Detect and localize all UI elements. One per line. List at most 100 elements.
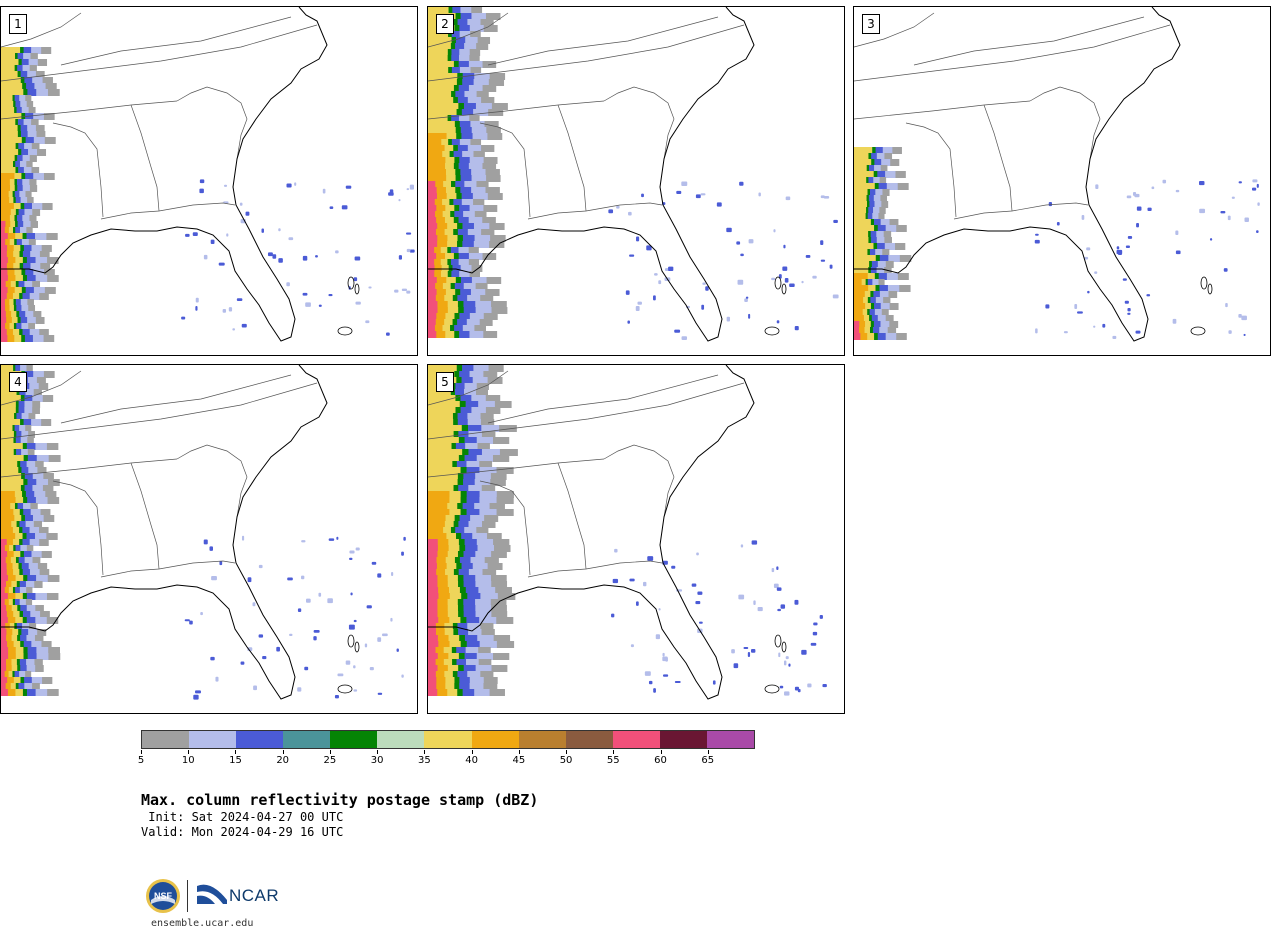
reflectivity-cell	[748, 239, 754, 244]
reflectivity-cell	[832, 294, 839, 299]
state-border	[428, 12, 509, 48]
reflectivity-cell	[428, 365, 457, 372]
reflectivity-cell	[1117, 252, 1123, 255]
reflectivity-cell	[428, 557, 437, 564]
reflectivity-cell	[641, 193, 644, 198]
reflectivity-cell	[1, 683, 11, 690]
reflectivity-cell	[643, 581, 647, 587]
reflectivity-cell	[1125, 245, 1130, 249]
reflectivity-cell	[1199, 208, 1206, 214]
reflectivity-cell	[820, 259, 826, 262]
reflectivity-cell	[428, 277, 437, 284]
island	[764, 684, 780, 694]
init-time: Init: Sat 2024-04-27 00 UTC	[141, 810, 344, 824]
reflectivity-cell	[1, 227, 9, 234]
reflectivity-cell	[1, 599, 5, 606]
reflectivity-cell	[328, 538, 335, 541]
reflectivity-cell	[428, 407, 456, 414]
reflectivity-cell	[199, 188, 204, 194]
reflectivity-cell	[428, 395, 456, 402]
reflectivity-cell	[1, 563, 13, 570]
logo-block: NSF NCAR	[145, 878, 279, 914]
reflectivity-cell	[810, 642, 817, 646]
reflectivity-cell	[1, 479, 24, 486]
reflectivity-cell	[428, 103, 459, 110]
reflectivity-cell	[1, 59, 19, 66]
reflectivity-cell	[1, 329, 7, 336]
reflectivity-cell	[1, 551, 14, 558]
reflectivity-cell	[854, 243, 874, 250]
reflectivity-cell	[428, 223, 438, 230]
state-border	[428, 458, 605, 478]
reflectivity-colorbar	[141, 730, 755, 749]
reflectivity-cell	[1135, 330, 1141, 334]
reflectivity-cell	[428, 175, 447, 182]
reflectivity-cell	[1, 269, 8, 276]
island	[354, 283, 360, 295]
reflectivity-cell	[428, 31, 449, 38]
reflectivity-cell	[428, 641, 450, 648]
reflectivity-cell	[1035, 233, 1039, 236]
map-svg-2	[428, 7, 839, 342]
reflectivity-cell	[391, 572, 394, 576]
member-panel-3: 3	[853, 6, 1271, 356]
reflectivity-cell	[428, 575, 438, 582]
reflectivity-cell	[1, 545, 5, 552]
reflectivity-cell	[701, 304, 705, 310]
reflectivity-cell	[428, 271, 441, 278]
reflectivity-cell	[1, 101, 14, 108]
reflectivity-cell	[348, 624, 355, 630]
reflectivity-cell	[646, 245, 652, 251]
state-border	[428, 100, 605, 120]
reflectivity-cell	[644, 671, 651, 676]
reflectivity-cell	[1048, 202, 1053, 207]
reflectivity-cell	[854, 279, 862, 286]
reflectivity-cell	[1, 311, 6, 318]
reflectivity-cell	[1, 521, 12, 528]
reflectivity-cell	[428, 629, 437, 636]
reflectivity-cell	[1, 119, 16, 126]
reflectivity-cell	[318, 304, 322, 307]
reflectivity-cell	[1, 251, 14, 258]
state-border	[100, 560, 236, 578]
reflectivity-cell	[428, 599, 438, 606]
reflectivity-cell	[674, 329, 681, 333]
reflectivity-cell	[428, 241, 448, 248]
coastline	[428, 365, 755, 700]
reflectivity-cell	[854, 309, 863, 316]
reflectivity-cell	[428, 43, 451, 50]
reflectivity-cell	[668, 266, 674, 271]
reflectivity-cell	[328, 293, 333, 297]
reflectivity-cell	[662, 656, 668, 662]
reflectivity-cell	[676, 190, 682, 194]
reflectivity-cell	[428, 193, 447, 200]
reflectivity-cell	[653, 295, 656, 301]
reflectivity-cell	[785, 656, 789, 660]
colorbar-ticks: 5 10 15 20 25 30 35 40 45 50 55 60 65	[138, 750, 755, 772]
reflectivity-cell	[313, 636, 317, 641]
reflectivity-cell	[394, 289, 399, 293]
reflectivity-cell	[779, 685, 784, 689]
reflectivity-cell	[854, 327, 865, 334]
reflectivity-cell	[401, 551, 404, 556]
reflectivity-cell	[428, 539, 449, 546]
state-border	[130, 462, 160, 570]
reflectivity-cell	[1, 299, 5, 306]
reflectivity-cell	[1, 179, 10, 186]
reflectivity-cell	[1, 641, 14, 648]
reflectivity-cell	[199, 179, 205, 184]
reflectivity-cell	[428, 301, 438, 308]
reflectivity-cell	[627, 320, 630, 324]
reflectivity-cell	[757, 606, 763, 612]
reflectivity-cell	[1045, 304, 1050, 309]
reflectivity-cell	[1, 473, 22, 480]
reflectivity-cell	[1147, 207, 1152, 211]
reflectivity-cell	[428, 641, 439, 648]
reflectivity-cell	[294, 182, 297, 186]
reflectivity-cell	[258, 564, 263, 569]
reflectivity-cell	[1223, 268, 1228, 272]
reflectivity-cell	[1, 683, 6, 690]
state-border	[428, 24, 745, 82]
colorbar-tick-label: 10	[181, 755, 195, 766]
state-border	[603, 444, 675, 518]
